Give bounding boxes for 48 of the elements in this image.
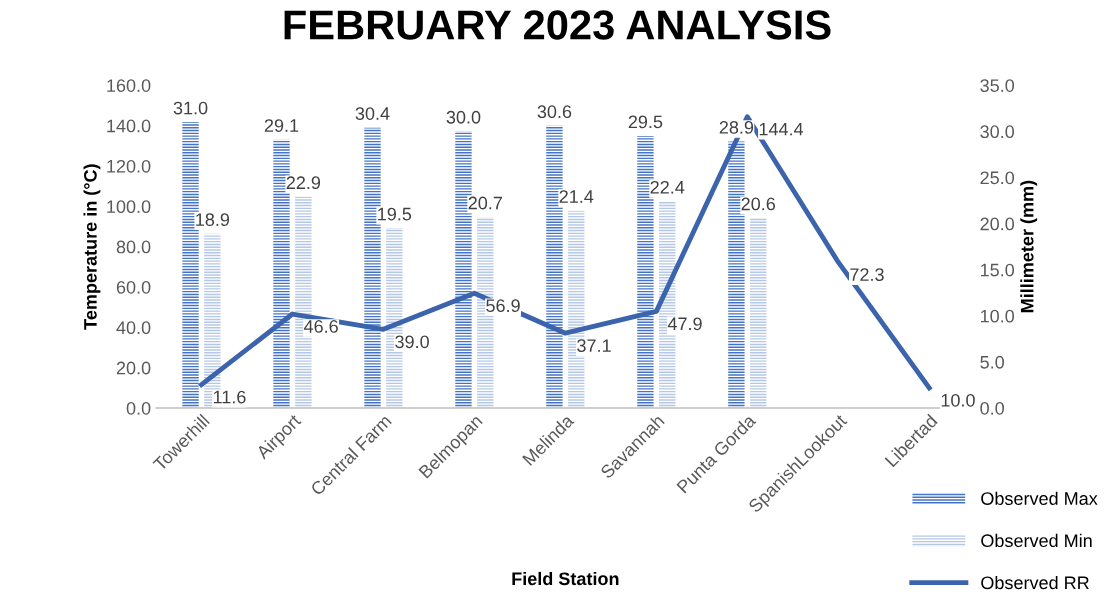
y-tick-label: 80.0 xyxy=(116,240,151,254)
data-label: 30.0 xyxy=(446,110,481,124)
y2-tick-label: 25.0 xyxy=(980,171,1015,185)
data-label: 37.1 xyxy=(577,339,611,353)
data-label: 46.6 xyxy=(303,320,338,333)
y2-axis-title: Millimeter (mm) xyxy=(1020,180,1038,313)
data-label: 19.5 xyxy=(378,207,412,221)
y-tick-label: 40.0 xyxy=(116,321,151,335)
y-tick-label: 160.0 xyxy=(107,79,151,92)
data-label: 39.0 xyxy=(395,335,429,349)
data-label: 47.9 xyxy=(667,317,702,331)
data-label: 20.7 xyxy=(468,196,502,210)
y2-tick-label: 20.0 xyxy=(980,217,1015,231)
y-tick-label: 60.0 xyxy=(116,280,151,294)
y2-tick-label: 10.0 xyxy=(980,309,1015,323)
x-axis-title: Field Station xyxy=(512,571,619,586)
y2-tick-label: 30.0 xyxy=(980,125,1015,139)
y-axis-title: Temperature in (°C) xyxy=(83,164,101,330)
data-label: 28.9 xyxy=(719,120,754,134)
data-label: 18.9 xyxy=(196,213,230,226)
data-label: 56.9 xyxy=(486,299,520,313)
y-tick-label: 120.0 xyxy=(107,159,151,173)
data-label: 31.0 xyxy=(173,101,208,115)
y2-tick-label: 0.0 xyxy=(980,401,1004,415)
data-label: 30.4 xyxy=(355,107,390,120)
data-label: 10.0 xyxy=(941,393,975,407)
legend-label: Observed RR xyxy=(981,575,1089,590)
y2-tick-label: 35.0 xyxy=(980,79,1015,92)
legend-label: Observed Max xyxy=(981,491,1098,505)
data-label: 29.1 xyxy=(264,119,299,132)
y-tick-label: 0.0 xyxy=(126,401,151,415)
data-label: 20.6 xyxy=(741,197,775,211)
y-tick-label: 20.0 xyxy=(116,361,151,375)
y-tick-label: 100.0 xyxy=(107,200,151,214)
y-tick-label: 140.0 xyxy=(107,119,151,133)
data-label: 11.6 xyxy=(213,390,246,404)
data-label: 72.3 xyxy=(850,268,884,281)
legend-label: Observed Min xyxy=(981,533,1092,548)
chart-title: FEBRUARY 2023 ANALYSIS xyxy=(284,10,831,40)
y2-tick-label: 15.0 xyxy=(980,263,1015,277)
data-label: 22.4 xyxy=(650,180,685,194)
data-label: 144.4 xyxy=(759,122,804,136)
data-label: 29.5 xyxy=(628,115,663,129)
bar xyxy=(750,218,767,409)
y2-tick-label: 5.0 xyxy=(980,355,1004,369)
data-label: 22.9 xyxy=(286,176,321,190)
data-label: 21.4 xyxy=(559,190,594,203)
data-label: 30.6 xyxy=(537,105,572,119)
